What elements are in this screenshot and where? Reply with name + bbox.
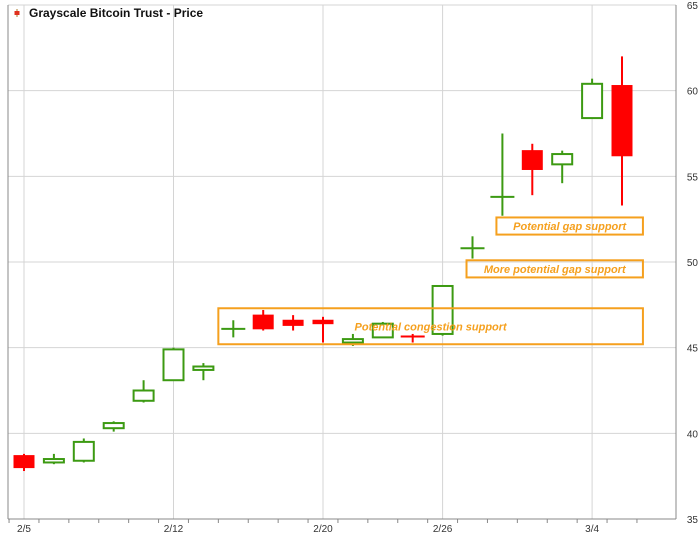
candle-body (132, 389, 155, 402)
annotation-outline (465, 259, 644, 279)
candle-up (102, 421, 125, 432)
candle-up (72, 438, 95, 463)
candle-up (490, 133, 515, 216)
annotation-label: Potential gap support (513, 221, 627, 233)
candle-down (252, 309, 274, 331)
candle-body (341, 338, 364, 344)
candle-up (460, 236, 485, 259)
candle-down (282, 315, 304, 331)
x-tick-label: 3/4 (585, 524, 599, 535)
candle-body (581, 82, 604, 120)
annotation-outline (217, 307, 644, 346)
annotation-label: More potential gap support (484, 264, 627, 276)
x-tick-label: 2/12 (164, 524, 184, 535)
candle-body (102, 422, 125, 430)
annotation-outline (495, 216, 644, 236)
legend-marker-icon (14, 9, 20, 17)
candle-body (192, 365, 215, 371)
candle-up (221, 320, 246, 338)
candle-body (371, 322, 394, 339)
candle-body (252, 314, 274, 330)
candle-up (431, 284, 454, 336)
annotation-label: Potential congestion support (355, 321, 509, 333)
y-tick-label: 55 (687, 172, 699, 183)
axes: 35 40 45 50 55 60 65 2/5 2/12 2/20 2/26 3/4 (7, 1, 699, 535)
candle-up (581, 78, 604, 120)
candle-down (312, 316, 334, 343)
annotation-box: Potential gap support (495, 216, 644, 236)
candle-down (13, 453, 35, 472)
candle-body (162, 348, 185, 382)
candle-body (42, 458, 65, 464)
candle-up (162, 347, 185, 382)
candle-up (551, 150, 574, 184)
candle-down (611, 56, 633, 206)
candle-up (42, 453, 65, 465)
candle-body (521, 150, 543, 170)
candle-body (312, 319, 334, 325)
candle-down (521, 143, 543, 196)
candle-down (400, 333, 425, 343)
annotation-box: Potential congestion support (217, 307, 644, 346)
candle-body (551, 153, 574, 166)
candle-up (371, 321, 394, 339)
x-tick-label: 2/5 (17, 524, 31, 535)
y-tick-label: 45 (687, 344, 699, 355)
legend-title: Grayscale Bitcoin Trust - Price (29, 6, 203, 20)
annotation-box: More potential gap support (465, 259, 644, 279)
y-tick-label: 50 (687, 258, 699, 269)
candle-body (72, 440, 95, 462)
candle-up (132, 380, 155, 403)
x-tick-label: 2/26 (433, 524, 453, 535)
legend: Grayscale Bitcoin Trust - Price (14, 6, 203, 20)
grid (8, 4, 676, 520)
y-tick-label: 65 (687, 1, 699, 12)
y-tick-label: 35 (687, 515, 699, 526)
annotations: Potential gap support More potential gap … (217, 216, 644, 346)
y-tick-label: 40 (687, 429, 699, 440)
candle-body (431, 284, 454, 335)
candle-body (282, 319, 304, 326)
x-tick-label: 2/20 (313, 524, 333, 535)
candle-body (611, 85, 633, 157)
candle-body (13, 455, 35, 469)
y-tick-label: 60 (687, 87, 699, 98)
candles (13, 56, 633, 472)
candle-up (192, 363, 215, 381)
